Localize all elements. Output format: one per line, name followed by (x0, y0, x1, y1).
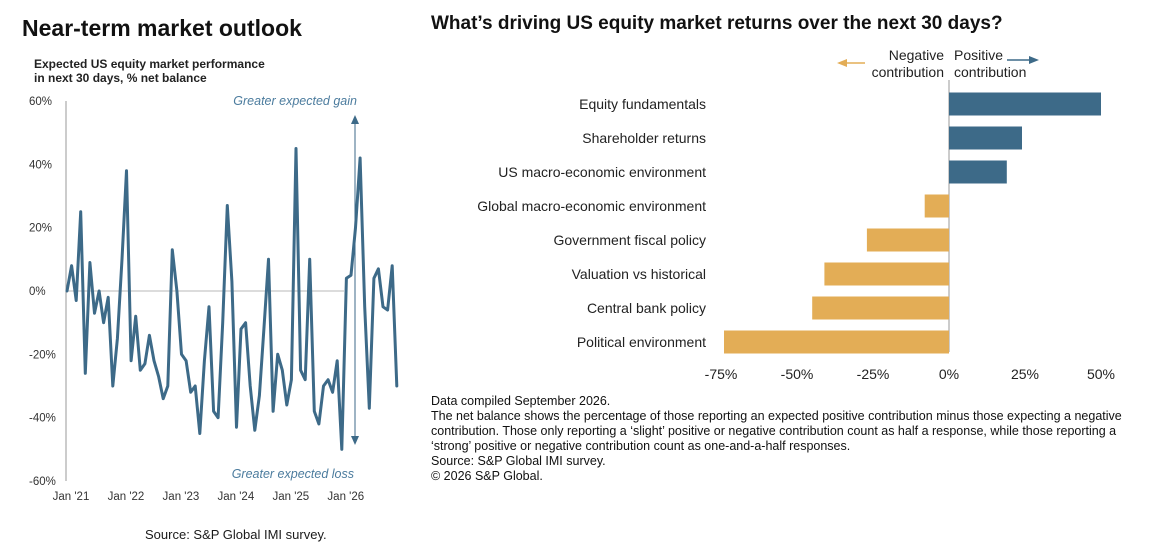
x-tick-label: Jan '24 (218, 491, 255, 503)
note-methodology: The net balance shows the percentage of … (431, 409, 1122, 453)
x-tick-label: Jan '25 (272, 491, 309, 503)
right-chart-title: What’s driving US equity market returns … (431, 13, 1003, 34)
y-tick-label: 60% (29, 96, 52, 108)
category-label: Valuation vs historical (572, 266, 706, 282)
bar-chart: NegativecontributionPositivecontribution… (477, 47, 1115, 382)
bar (949, 126, 1022, 150)
y-tick-label: 0% (29, 286, 46, 298)
y-tick-label: -60% (29, 476, 56, 488)
category-label: Shareholder returns (582, 130, 706, 146)
notes-block: Data compiled September 2026. The net ba… (431, 394, 1143, 484)
y-tick-label: -40% (29, 413, 56, 425)
legend-positive-label: contribution (954, 64, 1026, 80)
bar (866, 228, 949, 252)
x-tick-label: Jan '22 (108, 491, 145, 503)
line-series (65, 147, 399, 451)
bar (812, 296, 949, 320)
left-chart-subtitle: Expected US equity market performance in… (34, 57, 265, 85)
x-tick-label: -25% (857, 366, 890, 382)
bar (724, 330, 949, 354)
y-tick-label: -20% (29, 349, 56, 361)
arrow-left-icon (837, 59, 847, 67)
y-tick-label: 40% (29, 159, 52, 171)
note-copyright: © 2026 S&P Global. (431, 469, 543, 483)
left-chart-title: Near-term market outlook (22, 15, 302, 41)
note-source: Source: S&P Global IMI survey. (431, 454, 606, 468)
legend-positive-label: Positive (954, 47, 1003, 63)
x-tick-label: -75% (705, 366, 738, 382)
bar (924, 194, 949, 218)
arrow-right-icon (1029, 56, 1039, 64)
x-tick-label: 25% (1011, 366, 1039, 382)
category-label: Government fiscal policy (553, 232, 706, 248)
bar (949, 92, 1101, 116)
arrow-down-icon (351, 436, 359, 445)
bar (824, 262, 949, 286)
x-tick-label: Jan '26 (327, 491, 364, 503)
category-label: US macro-economic environment (498, 164, 706, 180)
note-date: Data compiled September 2026. (431, 394, 611, 408)
x-tick-label: -50% (781, 366, 814, 382)
category-label: Global macro-economic environment (477, 198, 706, 214)
y-tick-label: 20% (29, 223, 52, 235)
x-tick-label: Jan '21 (53, 491, 90, 503)
annotation-gain: Greater expected gain (233, 94, 357, 108)
annotation-loss: Greater expected loss (232, 467, 354, 481)
x-tick-label: Jan '23 (163, 491, 200, 503)
category-label: Central bank policy (587, 300, 706, 316)
legend-negative-label: contribution (872, 64, 944, 80)
line-chart: 60% 40% 20% 0% -20% -40% -60% Jan '21 Jan '22 Jan… (29, 94, 399, 503)
bar (949, 160, 1007, 184)
arrow-up-icon (351, 115, 359, 124)
x-tick-label: 0% (939, 366, 959, 382)
category-label: Political environment (577, 334, 706, 350)
x-tick-label: 50% (1087, 366, 1115, 382)
left-source: Source: S&P Global IMI survey. (145, 527, 327, 542)
legend-negative-label: Negative (889, 47, 944, 63)
category-label: Equity fundamentals (579, 96, 706, 112)
